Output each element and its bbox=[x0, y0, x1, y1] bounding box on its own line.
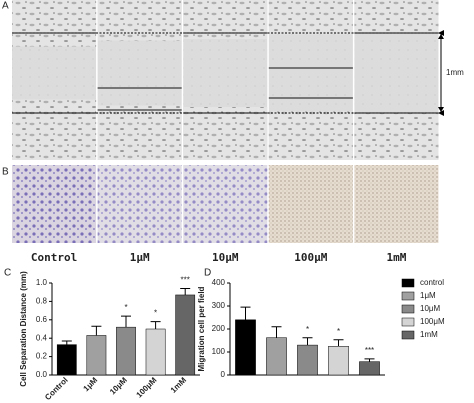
cell-region bbox=[354, 0, 439, 33]
cell-region bbox=[354, 113, 439, 160]
bar bbox=[235, 319, 256, 376]
bar bbox=[56, 344, 77, 376]
legend-label: 1mM bbox=[420, 330, 438, 339]
y-tick-label: 0.8 bbox=[36, 297, 48, 306]
bar bbox=[116, 326, 136, 376]
cell-region bbox=[97, 105, 182, 160]
bar bbox=[297, 344, 318, 376]
legend-swatch bbox=[401, 304, 415, 314]
y-axis-title: Migration cell per field bbox=[197, 286, 206, 371]
error-bar bbox=[333, 339, 344, 347]
transwell-image bbox=[97, 165, 182, 243]
condition-label: Control bbox=[31, 251, 77, 264]
panel-label: B bbox=[2, 167, 9, 178]
scale-label: 1mm bbox=[446, 68, 464, 77]
cell-region bbox=[97, 0, 182, 41]
legend-swatch bbox=[401, 291, 415, 301]
y-tick-label: 0.4 bbox=[36, 333, 48, 342]
y-tick-label: 200 bbox=[212, 324, 226, 333]
y-tick-label: 0.6 bbox=[36, 315, 48, 324]
condition-label: 1μM bbox=[130, 251, 150, 264]
micrographs bbox=[12, 0, 439, 243]
cell-region bbox=[183, 107, 268, 160]
condition-label: 10μM bbox=[212, 251, 239, 264]
legend-label: 1μM bbox=[420, 291, 436, 300]
bar bbox=[266, 337, 287, 376]
panel-label: A bbox=[2, 1, 9, 12]
bar bbox=[145, 328, 166, 376]
legend-label: 100μM bbox=[420, 317, 445, 326]
y-tick-label: 1.0 bbox=[36, 278, 48, 287]
error-bar bbox=[302, 337, 313, 346]
y-axis-title: Cell Separation Distance (mm) bbox=[19, 271, 28, 387]
error-bar bbox=[61, 340, 72, 345]
legend-swatch bbox=[401, 317, 415, 327]
legend-swatch bbox=[401, 278, 415, 288]
significance: * bbox=[154, 309, 157, 318]
bar bbox=[86, 335, 107, 376]
legend-swatch bbox=[401, 330, 415, 340]
cell-region bbox=[12, 99, 97, 160]
bar bbox=[175, 294, 196, 376]
transwell-image bbox=[12, 165, 97, 243]
transwell-image bbox=[183, 165, 268, 243]
y-tick-label: 0 bbox=[221, 370, 226, 379]
condition-label: 1mM bbox=[387, 251, 407, 264]
transwell-image bbox=[354, 165, 439, 243]
significance: *** bbox=[365, 346, 374, 355]
error-bar bbox=[180, 288, 191, 295]
error-bar bbox=[121, 315, 131, 328]
x-tick-label: 100μM bbox=[135, 375, 159, 399]
legend-label: 10μM bbox=[420, 304, 441, 313]
arrowheads bbox=[438, 30, 444, 116]
y-tick-label: 300 bbox=[212, 301, 226, 310]
significance: *** bbox=[181, 276, 190, 285]
bar bbox=[328, 346, 349, 376]
x-tick-label: 1μM bbox=[82, 375, 100, 393]
y-tick-label: 400 bbox=[212, 278, 226, 287]
y-tick-label: 100 bbox=[212, 347, 226, 356]
x-tick-label: 1mM bbox=[169, 375, 188, 394]
y-tick-label: 0.0 bbox=[36, 370, 48, 379]
panel-label: D bbox=[204, 268, 211, 279]
condition-label: 100μM bbox=[294, 251, 327, 264]
error-bar bbox=[271, 326, 282, 338]
significance: * bbox=[306, 325, 309, 334]
significance: * bbox=[124, 303, 127, 312]
y-tick-label: 0.2 bbox=[36, 352, 48, 361]
significance: * bbox=[337, 327, 340, 336]
cell-region bbox=[268, 0, 353, 35]
error-bar bbox=[91, 325, 102, 336]
transwell-image bbox=[268, 165, 353, 243]
error-bar bbox=[364, 358, 375, 362]
error-bar bbox=[150, 321, 161, 329]
bar bbox=[359, 361, 380, 376]
cell-region bbox=[268, 111, 353, 160]
legend-label: control bbox=[420, 278, 444, 287]
panel-label: C bbox=[4, 268, 11, 279]
x-tick-label: 10μM bbox=[108, 375, 129, 396]
error-bar bbox=[240, 306, 251, 320]
x-tick-label: Control bbox=[43, 376, 69, 402]
cell-region bbox=[12, 0, 97, 47]
